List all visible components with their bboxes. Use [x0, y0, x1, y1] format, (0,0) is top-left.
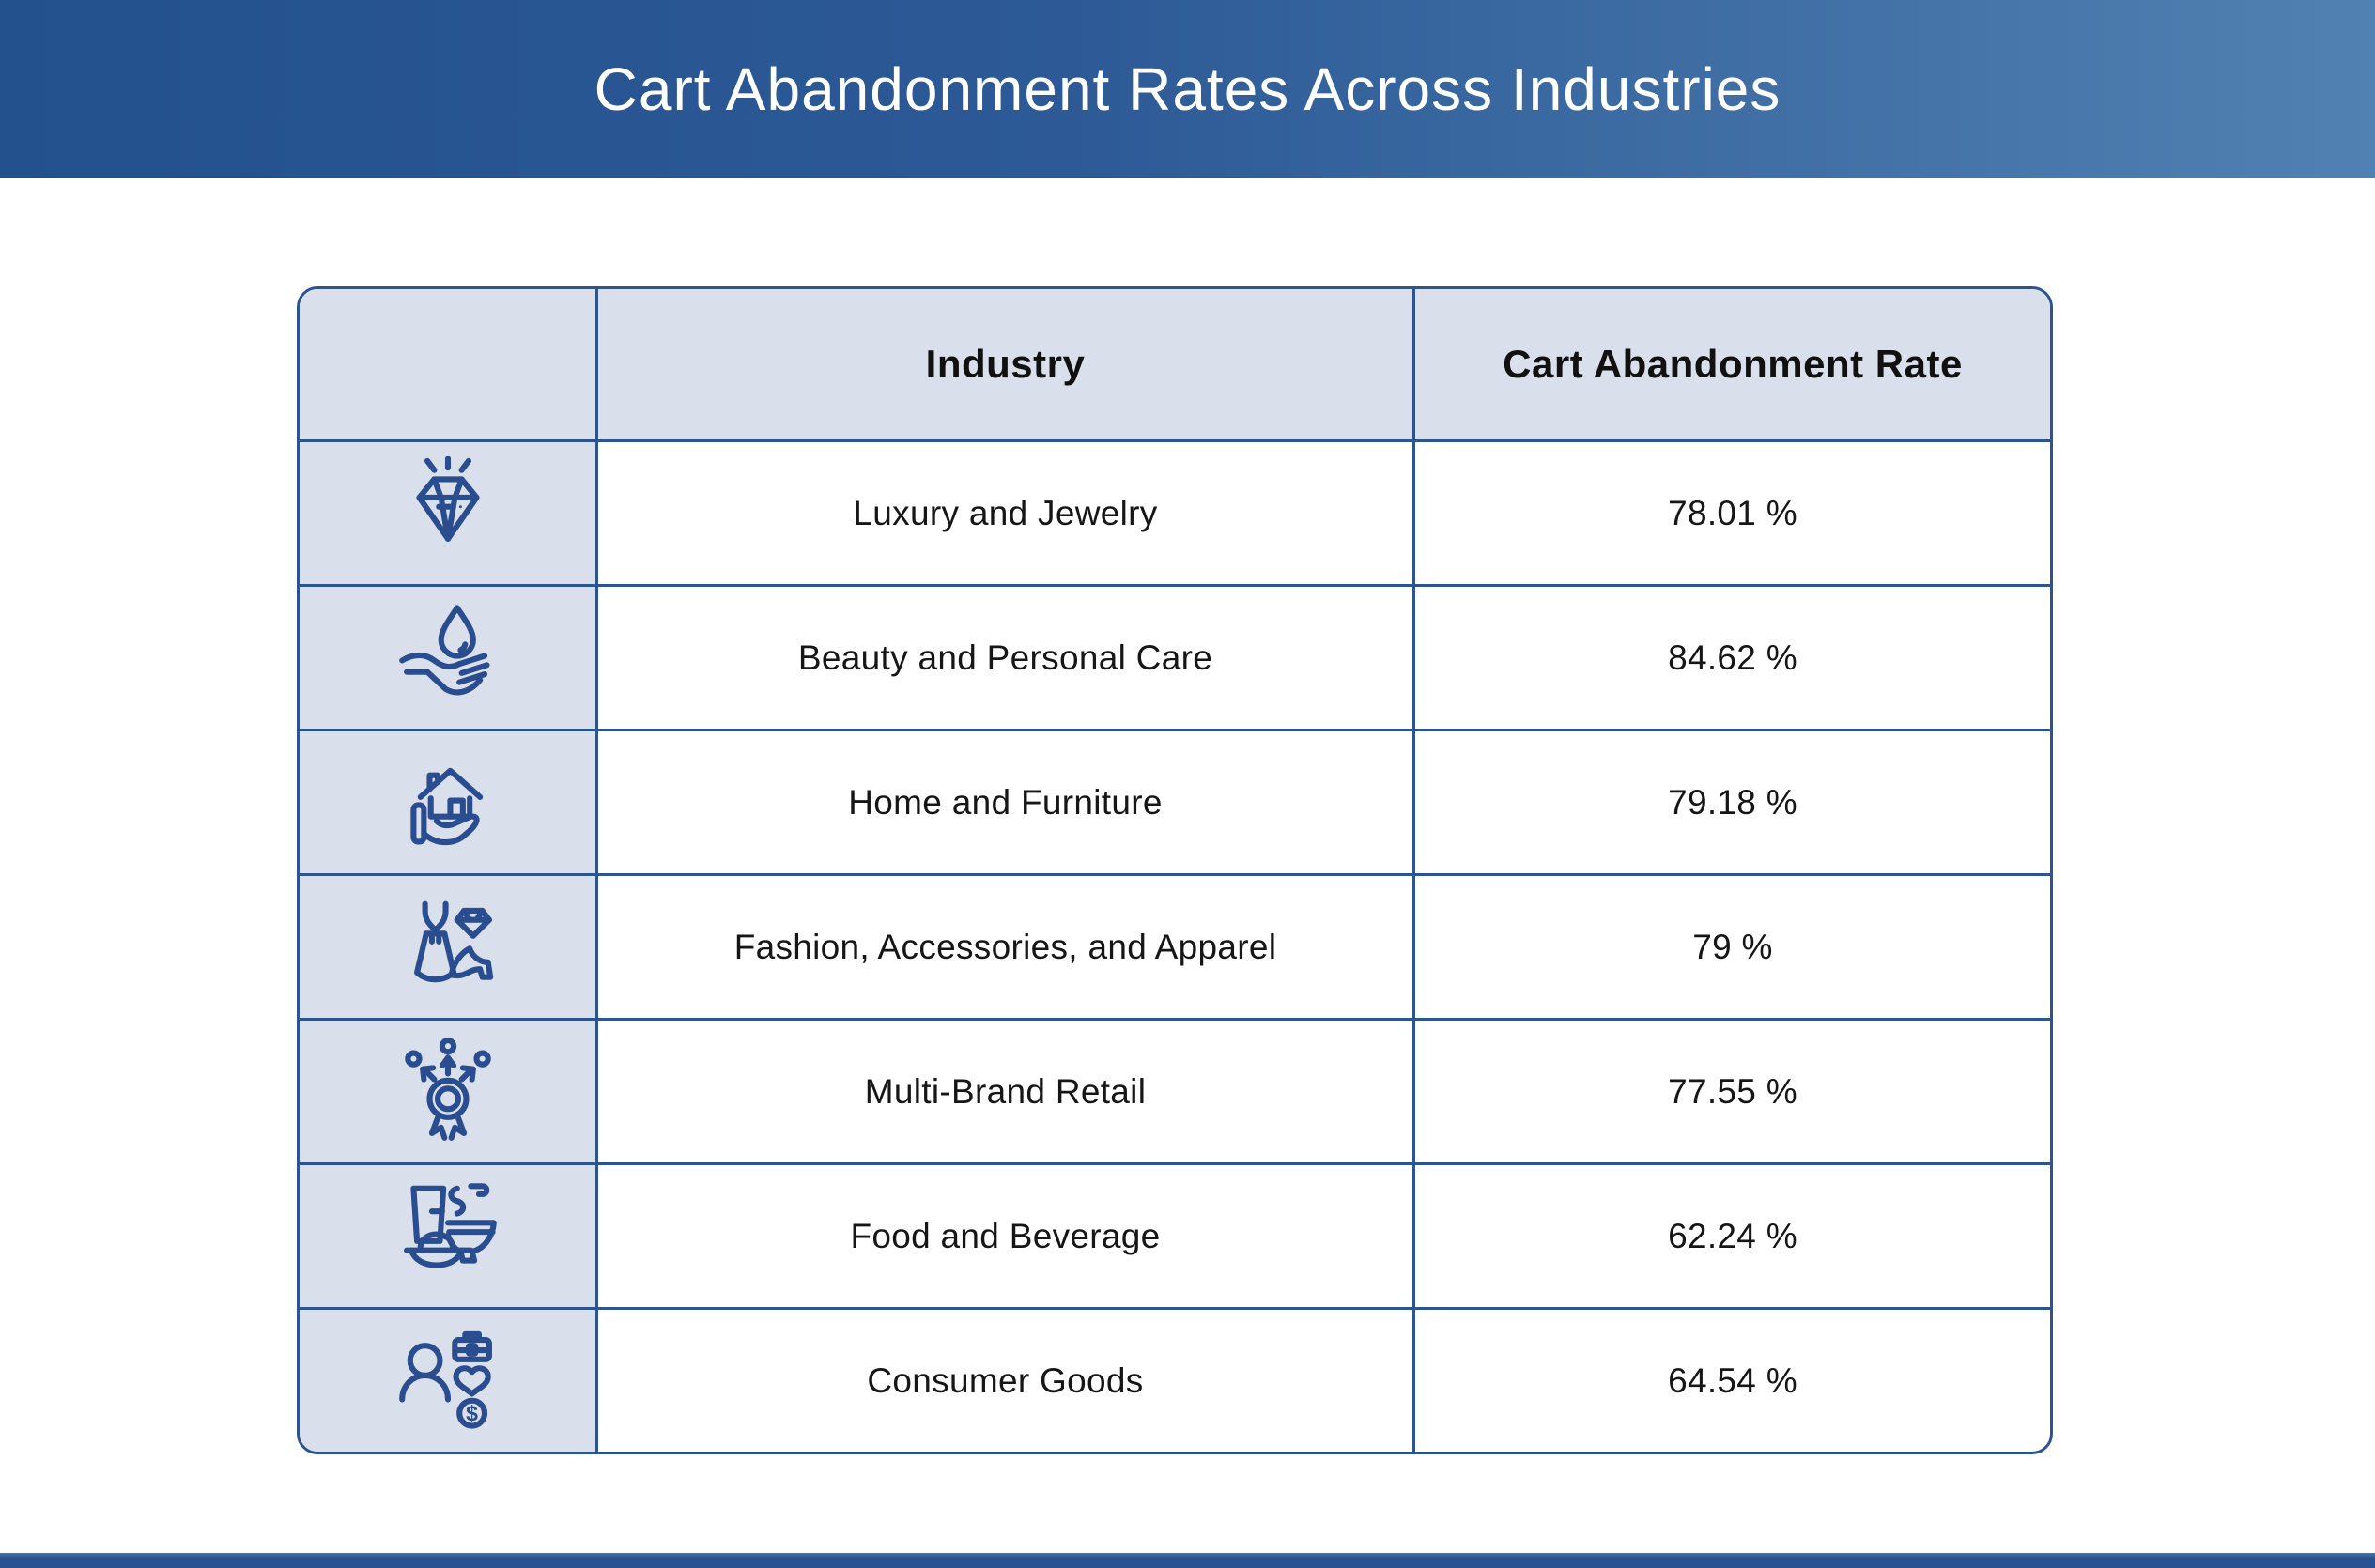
- table-row: Food and Beverage 62.24 %: [300, 1162, 2050, 1307]
- icon-column-header: [300, 289, 598, 439]
- award-network-icon: [391, 1035, 505, 1149]
- consumer-goods-icon: [391, 1324, 505, 1438]
- industry-label: Food and Beverage: [850, 1216, 1161, 1255]
- industry-column-header: Industry: [598, 289, 1415, 439]
- rate-header-label: Cart Abandonment Rate: [1503, 342, 1963, 386]
- header-banner: Cart Abandonment Rates Across Industries: [0, 0, 2375, 178]
- rate-value: 79.18 %: [1668, 782, 1797, 822]
- industry-label: Home and Furniture: [848, 782, 1163, 822]
- table-header-row: Industry Cart Abandonment Rate: [300, 289, 2050, 439]
- industry-cell: Multi-Brand Retail: [598, 1021, 1415, 1162]
- rate-value: 84.62 %: [1668, 638, 1797, 677]
- rate-cell: 64.54 %: [1415, 1310, 2050, 1452]
- fashion-icon: [391, 890, 505, 1005]
- row-icon-cell: [300, 731, 598, 873]
- industry-header-label: Industry: [925, 342, 1086, 386]
- row-icon-cell: [300, 587, 598, 729]
- table-row: Home and Furniture 79.18 %: [300, 729, 2050, 873]
- rate-cell: 78.01 %: [1415, 442, 2050, 584]
- bottom-accent-bar: [0, 1553, 2375, 1568]
- table-row: Multi-Brand Retail 77.55 %: [300, 1018, 2050, 1162]
- row-icon-cell: [300, 876, 598, 1018]
- diamond-icon: [391, 456, 505, 571]
- page-title: Cart Abandonment Rates Across Industries: [594, 55, 1781, 123]
- industry-label: Beauty and Personal Care: [797, 638, 1213, 677]
- row-icon-cell: [300, 1165, 598, 1307]
- table-row: Luxury and Jewelry 78.01 %: [300, 439, 2050, 584]
- abandonment-table: Industry Cart Abandonment Rate Luxury an…: [297, 286, 2053, 1454]
- rate-value: 79 %: [1692, 927, 1773, 966]
- table-row: Beauty and Personal Care 84.62 %: [300, 584, 2050, 729]
- industry-label: Consumer Goods: [867, 1360, 1144, 1400]
- rate-value: 78.01 %: [1668, 493, 1797, 532]
- industry-label: Luxury and Jewelry: [853, 493, 1158, 532]
- row-icon-cell: [300, 442, 598, 584]
- industry-cell: Fashion, Accessories, and Apparel: [598, 876, 1415, 1018]
- table-body: Industry Cart Abandonment Rate Luxury an…: [300, 289, 2050, 1452]
- food-beverage-icon: [391, 1179, 505, 1294]
- rate-cell: 62.24 %: [1415, 1165, 2050, 1307]
- industry-cell: Consumer Goods: [598, 1310, 1415, 1452]
- industry-label: Fashion, Accessories, and Apparel: [733, 927, 1277, 966]
- industry-cell: Food and Beverage: [598, 1165, 1415, 1307]
- industry-cell: Luxury and Jewelry: [598, 442, 1415, 584]
- rate-cell: 84.62 %: [1415, 587, 2050, 729]
- house-hand-icon: [391, 746, 505, 860]
- rate-cell: 77.55 %: [1415, 1021, 2050, 1162]
- row-icon-cell: [300, 1021, 598, 1162]
- row-icon-cell: [300, 1310, 598, 1452]
- hand-care-icon: [391, 601, 505, 715]
- industry-label: Multi-Brand Retail: [864, 1071, 1147, 1111]
- table-row: Fashion, Accessories, and Apparel 79 %: [300, 873, 2050, 1018]
- rate-value: 64.54 %: [1668, 1360, 1797, 1400]
- industry-cell: Beauty and Personal Care: [598, 587, 1415, 729]
- rate-cell: 79.18 %: [1415, 731, 2050, 873]
- rate-column-header: Cart Abandonment Rate: [1415, 289, 2050, 439]
- rate-value: 62.24 %: [1668, 1216, 1797, 1255]
- rate-value: 77.55 %: [1668, 1071, 1797, 1111]
- industry-cell: Home and Furniture: [598, 731, 1415, 873]
- table-row: Consumer Goods 64.54 %: [300, 1307, 2050, 1452]
- rate-cell: 79 %: [1415, 876, 2050, 1018]
